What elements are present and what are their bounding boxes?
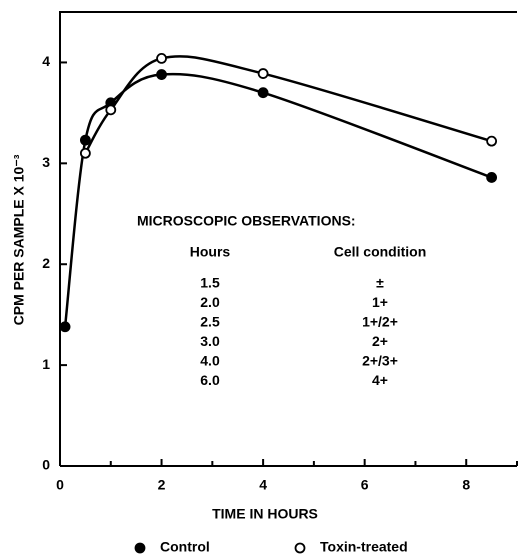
data-point: [156, 69, 167, 80]
plot-frame: [59, 11, 517, 466]
legend-label: Control: [160, 539, 210, 555]
inset-cell: 3.0: [200, 333, 220, 349]
y-tick-label: 1: [42, 356, 50, 372]
y-tick-label: 2: [42, 255, 50, 271]
y-axis-label: CPM PER SAMPLE X 10⁻³: [11, 154, 27, 325]
x-axis-label: TIME IN HOURS: [212, 506, 318, 522]
x-tick-label: 4: [259, 477, 267, 493]
x-tick-label: 6: [361, 477, 369, 493]
legend-label: Toxin-treated: [320, 539, 408, 555]
legend-marker: [134, 542, 146, 554]
data-point: [59, 321, 71, 333]
y-tick-label: 0: [42, 457, 50, 473]
y-tick-label: 4: [42, 53, 50, 69]
data-point: [486, 135, 498, 147]
inset-cell: ±: [376, 275, 384, 291]
x-tick-label: 2: [158, 477, 166, 493]
inset-column-header: Cell condition: [334, 244, 427, 260]
inset-title: MICROSCOPIC OBSERVATIONS:: [137, 213, 356, 229]
inset-cell: 2.0: [200, 294, 220, 310]
data-point: [156, 53, 167, 64]
inset-cell: 2.5: [200, 314, 220, 330]
inset-cell: 4+: [372, 372, 388, 388]
inset-cell: 2+: [372, 333, 388, 349]
series-line: [84, 55, 492, 154]
x-tick-label: 0: [56, 477, 64, 493]
inset-cell: 1+/2+: [362, 314, 398, 330]
data-point: [486, 172, 498, 183]
series-line: [63, 72, 493, 327]
data-point: [257, 87, 269, 99]
inset-cell: 2+/3+: [362, 353, 398, 369]
inset-cell: 1.5: [200, 275, 220, 291]
data-point: [105, 104, 117, 116]
data-point: [79, 134, 91, 146]
legend-marker: [294, 542, 306, 554]
inset-column-header: Hours: [190, 244, 231, 260]
x-tick-label: 8: [462, 477, 470, 493]
inset-cell: 1+: [372, 294, 388, 310]
inset-cell: 4.0: [200, 353, 220, 369]
inset-cell: 6.0: [200, 372, 220, 388]
data-point: [79, 147, 91, 159]
data-point: [257, 68, 269, 79]
y-tick-label: 3: [42, 154, 50, 170]
